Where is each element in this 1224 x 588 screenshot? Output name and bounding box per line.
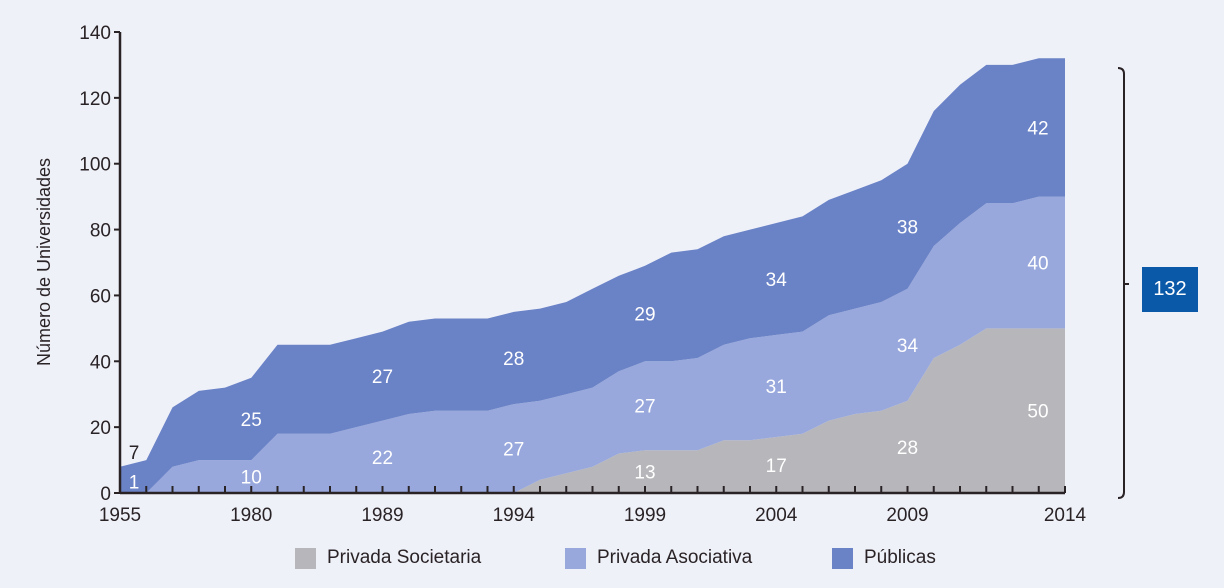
y-tick-label: 140 [79, 23, 111, 44]
area-privada-societaria [120, 328, 1065, 493]
data-label: 29 [634, 305, 655, 326]
data-label: 40 [1027, 254, 1048, 275]
legend-item-privada-societaria: Privada Societaria [295, 547, 481, 569]
data-label: 22 [372, 448, 393, 469]
total-badge: 132 [1142, 267, 1198, 312]
data-label: 27 [372, 367, 393, 388]
data-label: 28 [503, 349, 524, 370]
x-tick-label: 1955 [99, 505, 141, 526]
x-tick-label: 1999 [624, 505, 666, 526]
x-tick-label: 1989 [361, 505, 403, 526]
y-tick-label: 120 [79, 89, 111, 110]
data-label: 17 [766, 456, 787, 477]
data-label: 50 [1027, 402, 1048, 423]
y-tick-label: 100 [79, 155, 111, 176]
data-label: 34 [766, 270, 788, 291]
y-tick-label: 20 [90, 418, 111, 439]
y-tick-label: 0 [100, 484, 111, 505]
data-label: 28 [897, 438, 918, 459]
y-tick-label: 60 [90, 286, 111, 307]
x-tick-label: 2009 [886, 505, 928, 526]
data-label: 42 [1027, 118, 1048, 139]
data-label: 10 [241, 468, 262, 489]
area-privada-asociativa [120, 196, 1065, 493]
data-label: 27 [503, 440, 524, 461]
legend-item-privada-asociativa: Privada Asociativa [565, 547, 752, 569]
legend-item-publicas: Públicas [832, 547, 936, 569]
data-label: 25 [241, 410, 262, 431]
data-label: 27 [634, 397, 655, 418]
legend-swatch-icon [295, 547, 316, 569]
data-label: 31 [766, 377, 787, 398]
legend-swatch-icon [565, 547, 586, 569]
x-tick-label: 2004 [755, 505, 798, 526]
data-label: 13 [634, 463, 655, 484]
area-p-blicas [120, 58, 1065, 494]
annotation-layer: 7 1 25 10 27 22 28 27 29 27 13 34 31 17 38 34 28 42 40 50 [129, 118, 1049, 493]
y-tick-label: 80 [90, 221, 111, 242]
y-tick-label: 40 [90, 352, 111, 373]
data-label: 1 [129, 472, 140, 493]
legend-label: Públicas [864, 547, 936, 568]
data-label: 38 [897, 217, 918, 238]
legend: Privada Societaria Privada Asociativa Pú… [0, 547, 1224, 577]
y-axis-label: Número de Universidades [34, 158, 54, 366]
legend-label: Privada Asociativa [597, 547, 753, 568]
x-tick-label: 1980 [230, 505, 272, 526]
area-layer [120, 58, 1065, 494]
x-tick-label: 1994 [493, 505, 536, 526]
total-bracket [1117, 67, 1129, 499]
legend-swatch-icon [832, 547, 853, 569]
data-label: 34 [897, 336, 919, 357]
x-tick-label: 2014 [1044, 505, 1087, 526]
legend-label: Privada Societaria [327, 547, 482, 568]
data-label: 7 [129, 443, 140, 464]
